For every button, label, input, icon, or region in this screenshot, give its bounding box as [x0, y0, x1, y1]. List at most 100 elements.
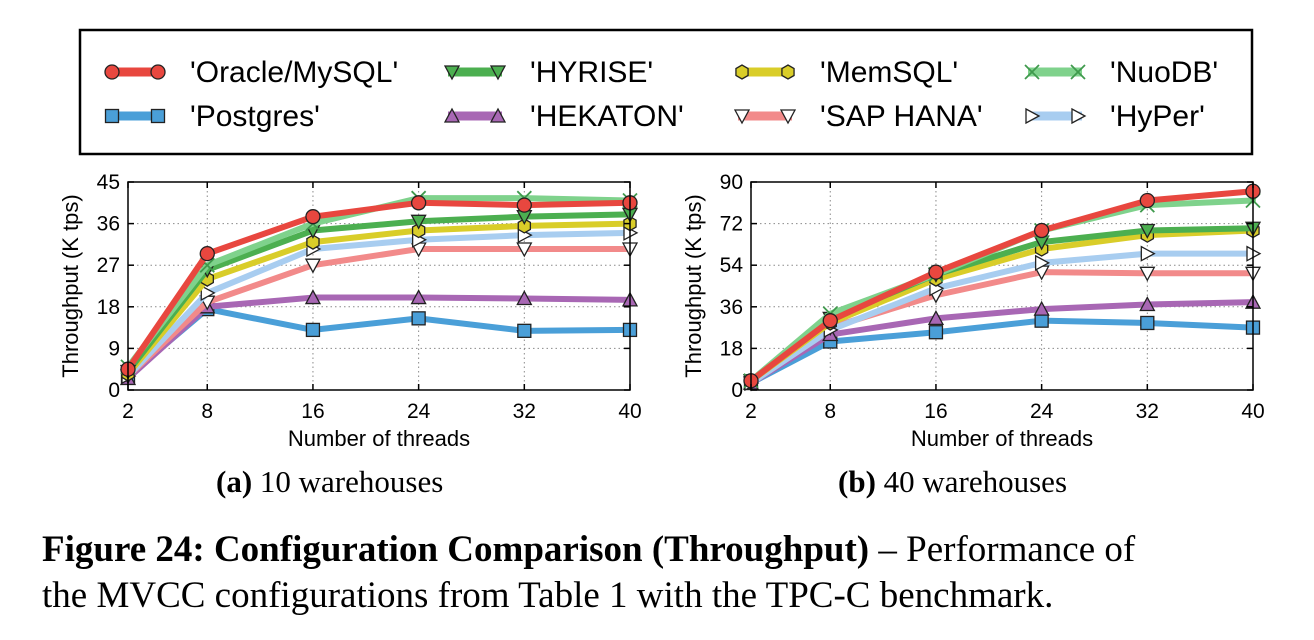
- series-hekaton: [742, 293, 1262, 390]
- legend-item-hyper: 'HyPer': [1025, 100, 1205, 133]
- legend-marker-sap-hana: [779, 109, 797, 125]
- series-line-oracle-mysql: [125, 199, 633, 373]
- figure-caption-rest: – Performance of: [869, 529, 1136, 570]
- data-point-hyrise: [410, 214, 427, 230]
- y-tick-label: 0: [731, 379, 743, 402]
- series-oracle-mysql: [120, 195, 638, 377]
- legend-marker-hekaton: [489, 107, 507, 123]
- legend-marker-oracle-mysql: [104, 64, 120, 80]
- legend-frame: [78, 28, 1254, 156]
- data-point-hekaton: [304, 289, 322, 305]
- y-tick-label: 18: [97, 296, 120, 319]
- legend-item-postgres: 'Postgres': [104, 100, 320, 133]
- x-axis-label: Number of threads: [911, 426, 1093, 451]
- series-memsql: [121, 215, 637, 382]
- legend-marker-hyper: [1025, 107, 1041, 125]
- x-tick-label: 8: [824, 400, 836, 423]
- x-axis-label: Number of threads: [288, 426, 470, 451]
- data-point-oracle-mysql: [516, 197, 532, 213]
- legend-item-hyrise: 'HYRISE': [443, 56, 653, 89]
- legend-label-sap-hana: 'SAP HANA': [820, 100, 983, 133]
- subcaption-b: (b) 40 warehouses: [838, 464, 1067, 500]
- data-point-hekaton: [927, 309, 945, 326]
- data-point-postgres: [1034, 313, 1049, 328]
- x-tick-label: 40: [618, 400, 641, 423]
- x-tick-label: 32: [1136, 400, 1159, 423]
- x-tick-label: 2: [122, 400, 134, 423]
- data-point-sap-hana: [1139, 266, 1156, 282]
- series-line-memsql: [125, 220, 633, 377]
- x-tick-label: 16: [301, 400, 324, 423]
- y-tick-label: 0: [108, 379, 120, 402]
- series-line-hyper: [748, 250, 1256, 387]
- legend-marker-postgres: [104, 108, 120, 124]
- series-nuodb: [743, 192, 1261, 389]
- data-point-oracle-mysql: [822, 313, 838, 329]
- legend-item-nuodb: 'NuoDB': [1024, 56, 1218, 89]
- data-point-oracle-mysql: [199, 245, 215, 262]
- data-point-oracle-mysql: [1033, 222, 1050, 239]
- data-point-hekaton: [1033, 300, 1050, 316]
- y-axis-label: Throughput (K tps): [681, 194, 706, 377]
- legend-item-oracle-mysql: 'Oracle/MySQL': [104, 56, 398, 89]
- data-point-postgres: [305, 322, 321, 338]
- legend-marker-postgres: [150, 108, 166, 124]
- data-point-memsql: [517, 218, 532, 234]
- x-tick-label: 24: [407, 400, 431, 423]
- data-point-postgres: [411, 311, 426, 326]
- data-point-oracle-mysql: [928, 264, 944, 280]
- legend-label-hekaton: 'HEKATON': [530, 100, 684, 133]
- legend: 'Oracle/MySQL' 'Postgres' 'HYRISE' 'HEKATON…: [78, 28, 1254, 156]
- data-point-memsql: [306, 234, 320, 250]
- subcaption-a: (a) 10 warehouses: [216, 464, 443, 500]
- data-point-hyrise: [1139, 223, 1156, 239]
- legend-marker-memsql: [735, 64, 749, 80]
- data-point-hyper: [200, 284, 216, 302]
- subcaption-a-letter: (a): [216, 464, 253, 499]
- chart-10-warehouses: 0 9 18 27 36 45 2 8 16 24 32 40 Number of threads Thr…: [58, 171, 642, 451]
- data-point-oracle-mysql: [1139, 192, 1155, 209]
- y-tick-label: 18: [720, 337, 743, 360]
- data-point-hekaton: [516, 290, 533, 306]
- y-axis-label: Throughput (K tps): [58, 194, 83, 377]
- legend-item-sap-hana: 'SAP HANA': [733, 100, 983, 133]
- data-point-hyper: [1034, 254, 1051, 271]
- y-tick-label: 36: [720, 296, 743, 319]
- legend-label-postgres: 'Postgres': [190, 100, 320, 133]
- x-tick-label: 16: [924, 400, 947, 423]
- legend-label-nuodb: 'NuoDB': [1110, 56, 1218, 89]
- y-tick-label: 45: [97, 171, 120, 194]
- legend-marker-nuodb: [1070, 64, 1086, 80]
- figure-caption-line-2: the MVCC configurations from Table 1 wit…: [42, 575, 1054, 616]
- series-line-hekaton: [125, 294, 633, 382]
- y-tick-label: 72: [720, 213, 743, 236]
- figure-caption-title: Figure 24: Configuration Comparison (Thr…: [42, 529, 870, 570]
- legend-label-memsql: 'MemSQL': [820, 56, 958, 89]
- subcaption-b-text: 40 warehouses: [883, 464, 1068, 499]
- data-point-oracle-mysql: [305, 209, 321, 225]
- x-tick-label: 32: [513, 400, 536, 423]
- data-point-sap-hana: [516, 242, 533, 258]
- y-tick-label: 54: [720, 254, 744, 277]
- x-tick-label: 2: [745, 400, 757, 423]
- figure-caption-line-1: Figure 24: Configuration Comparison (Thr…: [42, 528, 1135, 571]
- data-point-memsql: [411, 222, 426, 239]
- legend-label-oracle-mysql: 'Oracle/MySQL': [190, 56, 398, 89]
- y-tick-label: 36: [97, 213, 120, 236]
- data-point-sap-hana: [304, 258, 322, 274]
- legend-marker-oracle-mysql: [150, 64, 166, 80]
- series-line-hyper: [125, 229, 633, 380]
- data-point-postgres: [517, 323, 532, 338]
- x-tick-label: 8: [201, 400, 213, 423]
- series-line-postgres: [125, 306, 633, 380]
- subcaption-b-letter: (b): [838, 464, 876, 499]
- data-point-oracle-mysql: [410, 195, 427, 211]
- legend-item-hekaton: 'HEKATON': [443, 100, 684, 133]
- subcaption-a-text: 10 warehouses: [259, 464, 444, 499]
- x-tick-label: 24: [1030, 400, 1054, 423]
- figure-canvas: 'Oracle/MySQL' 'Postgres' 'HYRISE' 'HEKATON…: [58, 28, 1265, 451]
- plot-frame: [127, 181, 631, 391]
- chart-40-warehouses: 0 18 36 54 72 90 2 8 16 24 32 40 Number of threads Th…: [681, 171, 1265, 451]
- legend-marker-nuodb: [1024, 64, 1040, 80]
- data-point-hekaton: [1139, 296, 1156, 312]
